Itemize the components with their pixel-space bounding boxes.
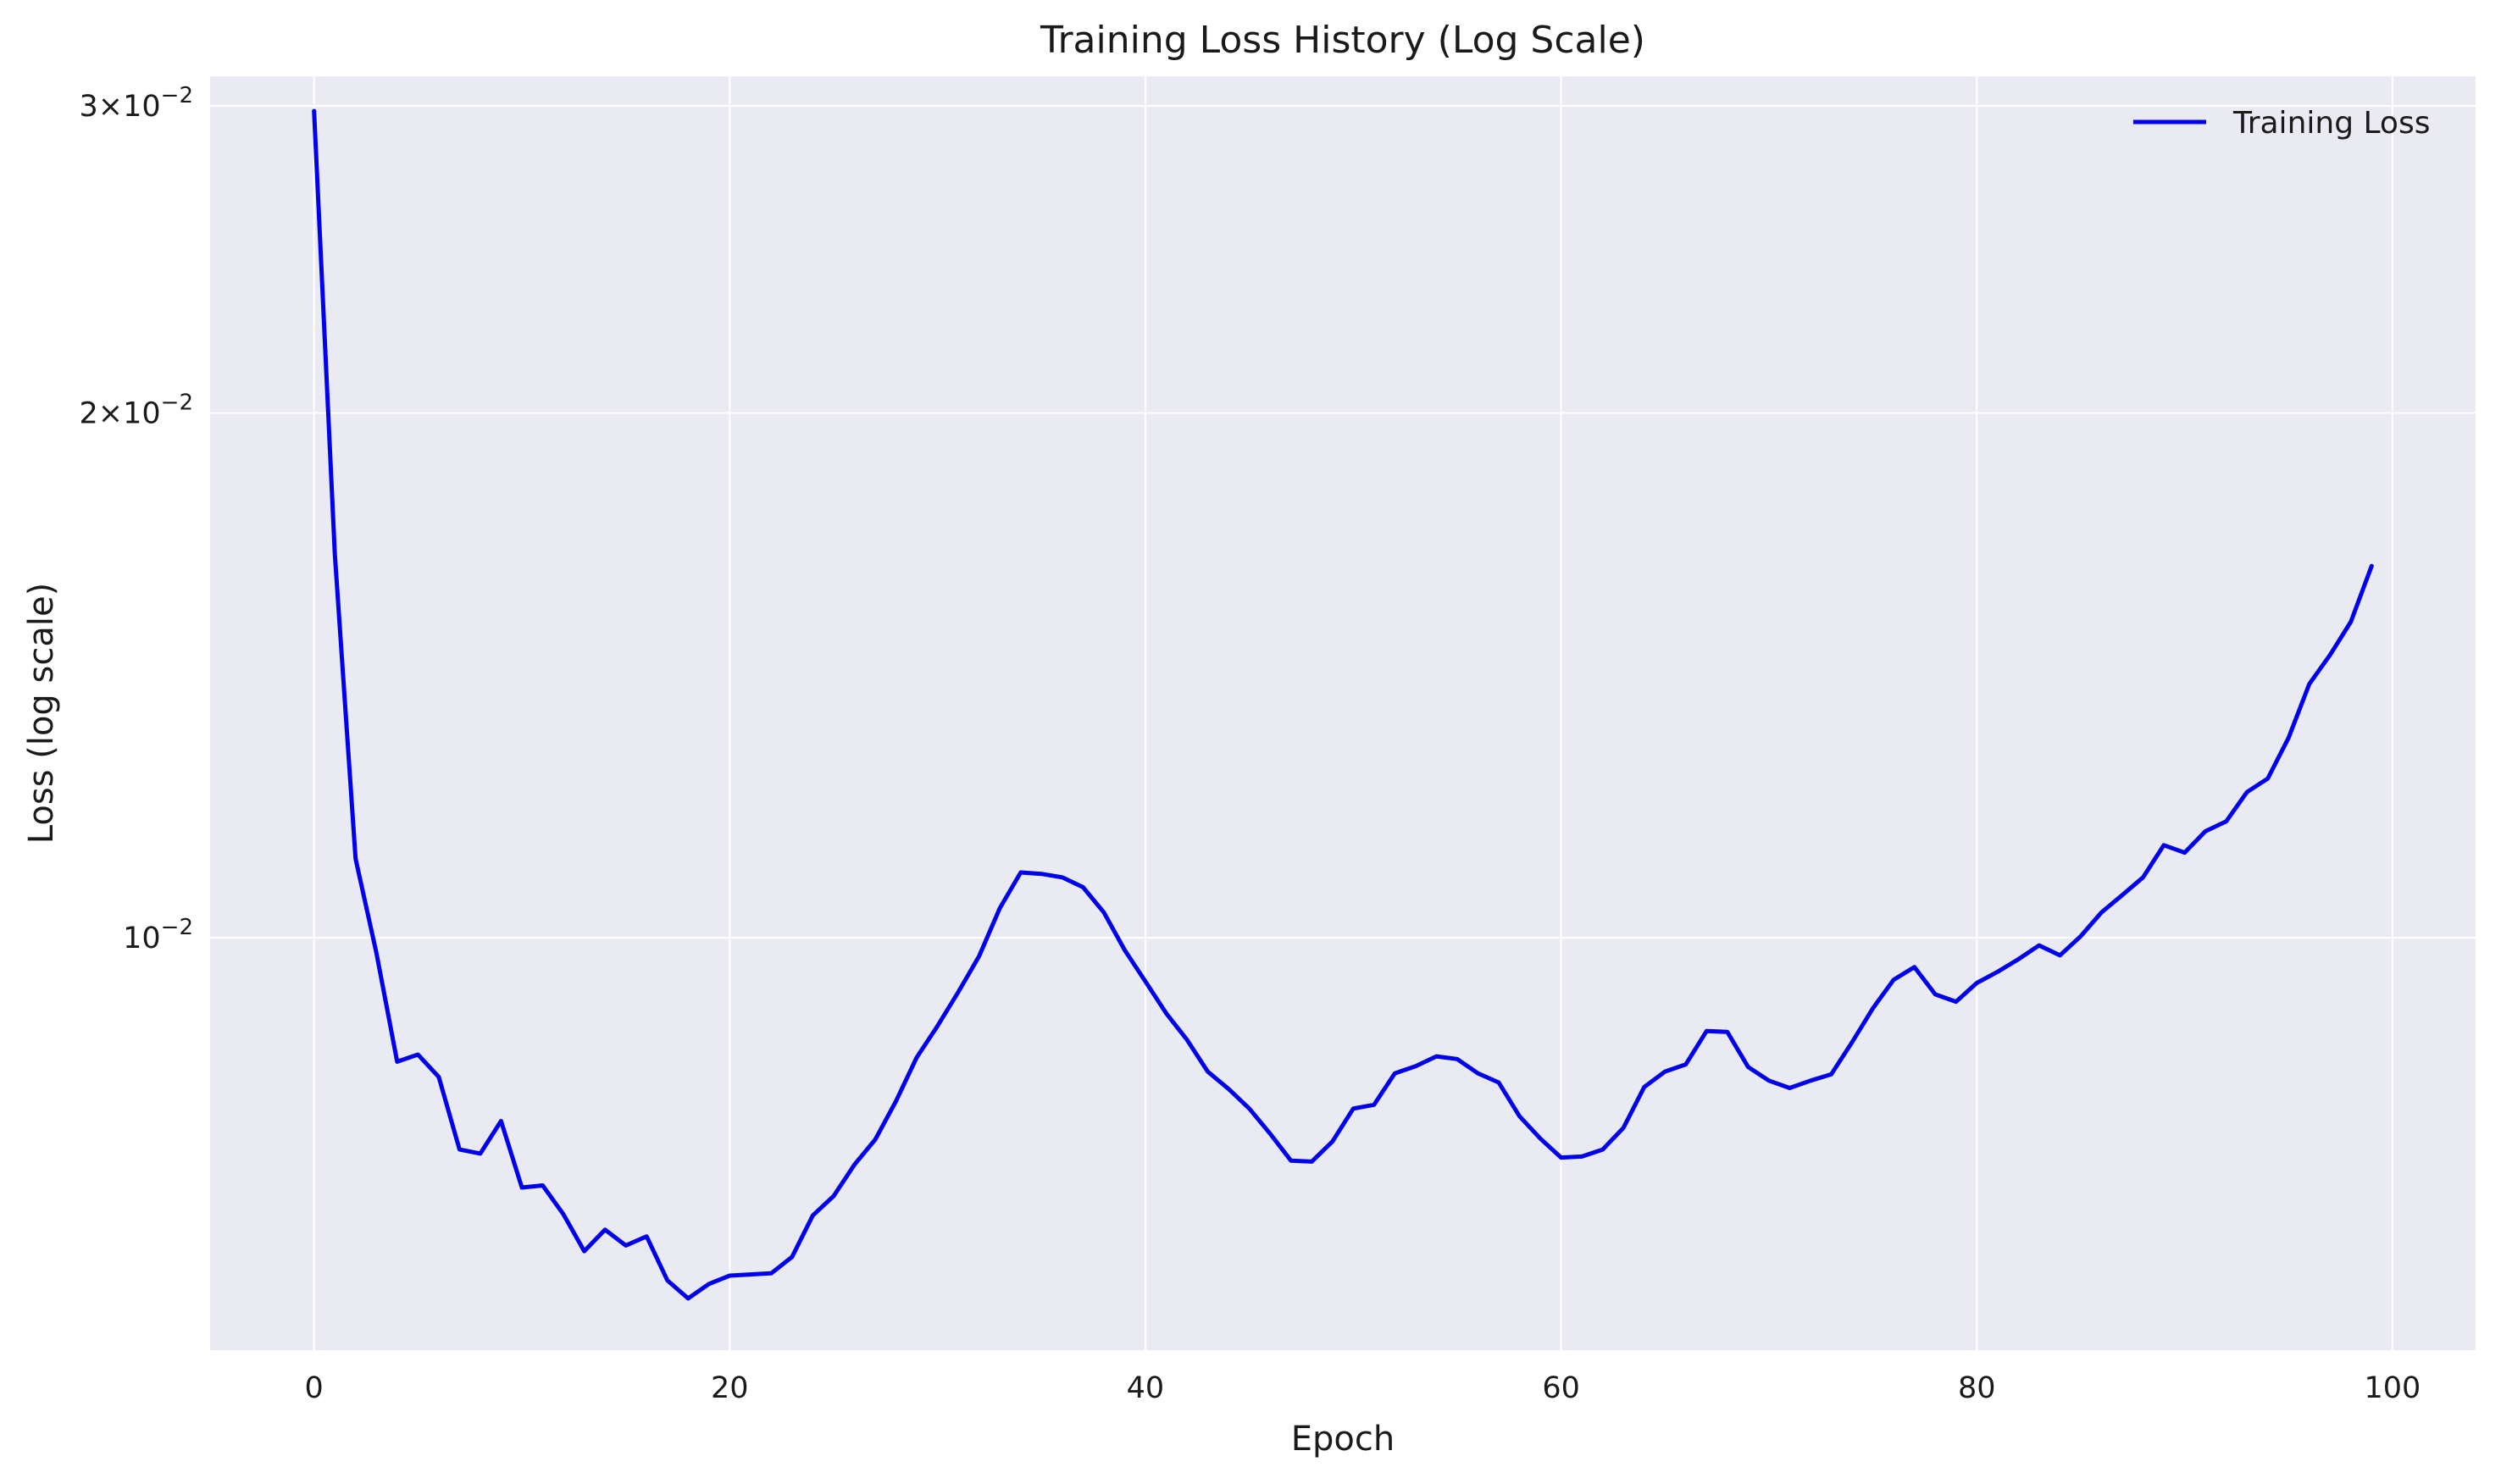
- x-tick-label: 60: [1542, 1371, 1580, 1405]
- y-tick-label: 2×10−2: [80, 390, 193, 430]
- legend: Training Loss: [2133, 106, 2430, 141]
- legend-label: Training Loss: [2232, 106, 2430, 141]
- x-tick-label: 80: [1958, 1371, 1996, 1405]
- y-axis-label: Loss (log scale): [22, 583, 61, 844]
- x-axis-label: Epoch: [1291, 1420, 1395, 1459]
- plot-background: [210, 76, 2476, 1350]
- grid-lines: [210, 76, 2476, 1350]
- series-line: [312, 108, 2374, 1301]
- y-tick-label: 3×10−2: [80, 83, 193, 124]
- axis-ticks: 0 20 40 60 80 100 10−2 2×10−2 3×10−2: [80, 83, 2421, 1405]
- x-tick-label: 100: [2364, 1371, 2421, 1405]
- chart-title: Training Loss History (Log Scale): [1040, 19, 1645, 62]
- x-tick-label: 20: [711, 1371, 749, 1405]
- x-tick-label: 0: [305, 1371, 324, 1405]
- y-tick-label: 10−2: [123, 915, 193, 955]
- x-tick-label: 40: [1127, 1371, 1165, 1405]
- series-lines: [312, 108, 2374, 1301]
